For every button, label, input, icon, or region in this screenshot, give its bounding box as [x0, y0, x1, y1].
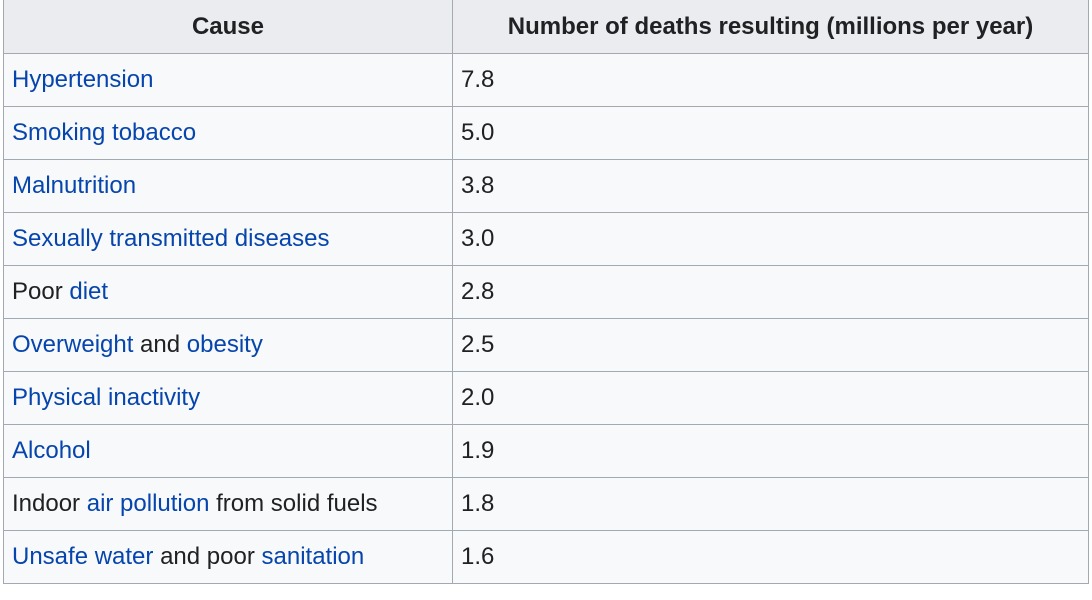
- table-row: Alcohol 1.9: [3, 424, 1089, 478]
- cause-link[interactable]: Alcohol: [12, 437, 91, 464]
- cause-cell: Physical inactivity: [3, 371, 453, 425]
- cause-cell: Smoking tobacco: [3, 106, 453, 160]
- cause-link[interactable]: Unsafe water: [12, 543, 154, 570]
- cause-link[interactable]: diet: [69, 278, 109, 305]
- cause-text: from solid fuels: [209, 490, 378, 517]
- cause-cell: Hypertension: [3, 53, 453, 107]
- table-row: Hypertension 7.8: [3, 53, 1089, 107]
- cause-link[interactable]: air pollution: [86, 490, 210, 517]
- header-cell: Number of deaths resulting (millions per…: [452, 0, 1089, 54]
- cause-link[interactable]: Overweight: [12, 331, 134, 358]
- cause-link[interactable]: sanitation: [261, 543, 365, 570]
- cause-link[interactable]: Smoking tobacco: [12, 119, 197, 146]
- table-row: Indoor air pollution from solid fuels 1.8: [3, 477, 1089, 531]
- deaths-cell: 2.5: [452, 318, 1089, 372]
- header-row: Cause Number of deaths resulting (millio…: [3, 0, 1089, 54]
- table-body: Hypertension 7.8 Smoking tobacco 5.0 Malnutr…: [3, 53, 1089, 584]
- cause-link[interactable]: Hypertension: [12, 66, 154, 93]
- table-row: Sexually transmitted diseases 3.0: [3, 212, 1089, 266]
- table-row: Malnutrition 3.8: [3, 159, 1089, 213]
- table-row: Smoking tobacco 5.0: [3, 106, 1089, 160]
- cause-link[interactable]: Malnutrition: [12, 172, 137, 199]
- cause-text: and: [133, 331, 187, 358]
- deaths-cell: 2.8: [452, 265, 1089, 319]
- cause-cell: Malnutrition: [3, 159, 453, 213]
- cause-cell: Sexually transmitted diseases: [3, 212, 453, 266]
- table-row: Unsafe water and poor sanitation 1.6: [3, 530, 1089, 584]
- cause-cell: Poor diet: [3, 265, 453, 319]
- deaths-cell: 5.0: [452, 106, 1089, 160]
- cause-text: Poor: [12, 278, 70, 305]
- cause-link[interactable]: obesity: [186, 331, 263, 358]
- deaths-cell: 3.8: [452, 159, 1089, 213]
- cause-cell: Unsafe water and poor sanitation: [3, 530, 453, 584]
- table-row: Poor diet 2.8: [3, 265, 1089, 319]
- cause-link[interactable]: Sexually transmitted diseases: [12, 225, 330, 252]
- cause-text: Indoor: [12, 490, 87, 517]
- cause-cell: Alcohol: [3, 424, 453, 478]
- data-table: Cause Number of deaths resulting (millio…: [3, 0, 1089, 584]
- deaths-cell: 2.0: [452, 371, 1089, 425]
- table-row: Physical inactivity 2.0: [3, 371, 1089, 425]
- header-cell: Cause: [3, 0, 453, 54]
- deaths-cell: 1.9: [452, 424, 1089, 478]
- deaths-cell: 1.6: [452, 530, 1089, 584]
- deaths-cell: 3.0: [452, 212, 1089, 266]
- cause-link[interactable]: Physical inactivity: [12, 384, 201, 411]
- cause-cell: Overweight and obesity: [3, 318, 453, 372]
- cause-text: and poor: [153, 543, 262, 570]
- cause-cell: Indoor air pollution from solid fuels: [3, 477, 453, 531]
- deaths-cell: 7.8: [452, 53, 1089, 107]
- table-row: Overweight and obesity 2.5: [3, 318, 1089, 372]
- deaths-cell: 1.8: [452, 477, 1089, 531]
